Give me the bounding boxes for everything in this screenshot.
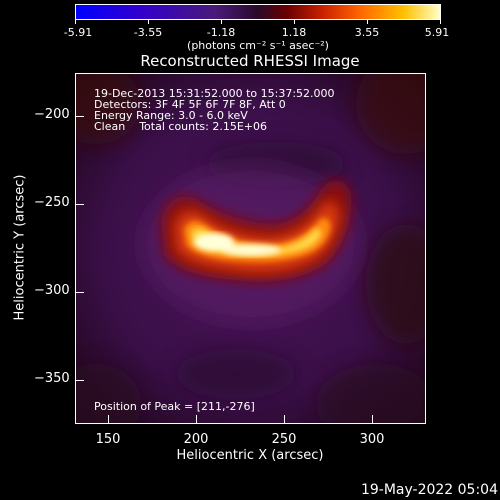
y-tick-label: −300 <box>34 283 70 298</box>
info-detectors: Detectors: 3F 4F 5F 6F 7F 8F, Att 0 <box>94 98 286 111</box>
info-time-range: 19-Dec-2013 15:31:52.000 to 15:37:52.000 <box>94 87 335 100</box>
x-tick <box>108 415 109 423</box>
x-axis-label: Heliocentric X (arcsec) <box>176 448 324 463</box>
colorbar-tick <box>294 20 295 24</box>
colorbar-tick <box>367 20 368 24</box>
y-axis-label: Heliocentric Y (arcsec) <box>12 174 28 321</box>
rhessi-image <box>76 74 425 423</box>
colorbar-unit: (photons cm⁻² s⁻¹ asec⁻²) <box>187 39 329 52</box>
y-tick <box>76 204 84 205</box>
image-plot: 19-Dec-2013 15:31:52.000 to 15:37:52.000… <box>75 73 426 424</box>
x-tick-label: 250 <box>271 432 297 447</box>
y-tick <box>76 292 84 293</box>
x-tick <box>372 415 373 423</box>
colorbar-tick-label: -1.18 <box>206 26 236 39</box>
colorbar-tick-label: -3.55 <box>133 26 163 39</box>
plot-title: Reconstructed RHESSI Image <box>140 52 360 70</box>
colorbar-tick <box>148 20 149 24</box>
colorbar-tick-label: -5.91 <box>63 26 93 39</box>
y-tick-label: −250 <box>34 195 70 210</box>
x-tick-label: 150 <box>95 432 121 447</box>
x-tick-label: 200 <box>183 432 209 447</box>
colorbar-tick <box>440 20 441 24</box>
datestamp: 19-May-2022 05:04 <box>360 482 498 498</box>
y-tick-label: −200 <box>34 107 70 122</box>
colorbar-tick <box>221 20 222 24</box>
x-tick <box>284 415 285 423</box>
colorbar-tick-label: 1.18 <box>281 26 307 39</box>
info-energy-range: Energy Range: 3.0 - 6.0 keV <box>94 109 248 122</box>
y-tick-label: −350 <box>34 371 70 386</box>
info-clean-counts: Clean Total counts: 2.15E+06 <box>94 120 268 133</box>
x-tick-label: 300 <box>359 432 385 447</box>
colorbar-tick-label: 5.91 <box>424 26 450 39</box>
x-tick <box>196 415 197 423</box>
peak-position: Position of Peak = [211,-276] <box>94 400 255 413</box>
colorbar <box>75 4 441 20</box>
y-tick <box>76 380 84 381</box>
y-tick <box>76 116 84 117</box>
colorbar-tick-label: 3.55 <box>354 26 380 39</box>
colorbar-tick <box>75 20 76 24</box>
